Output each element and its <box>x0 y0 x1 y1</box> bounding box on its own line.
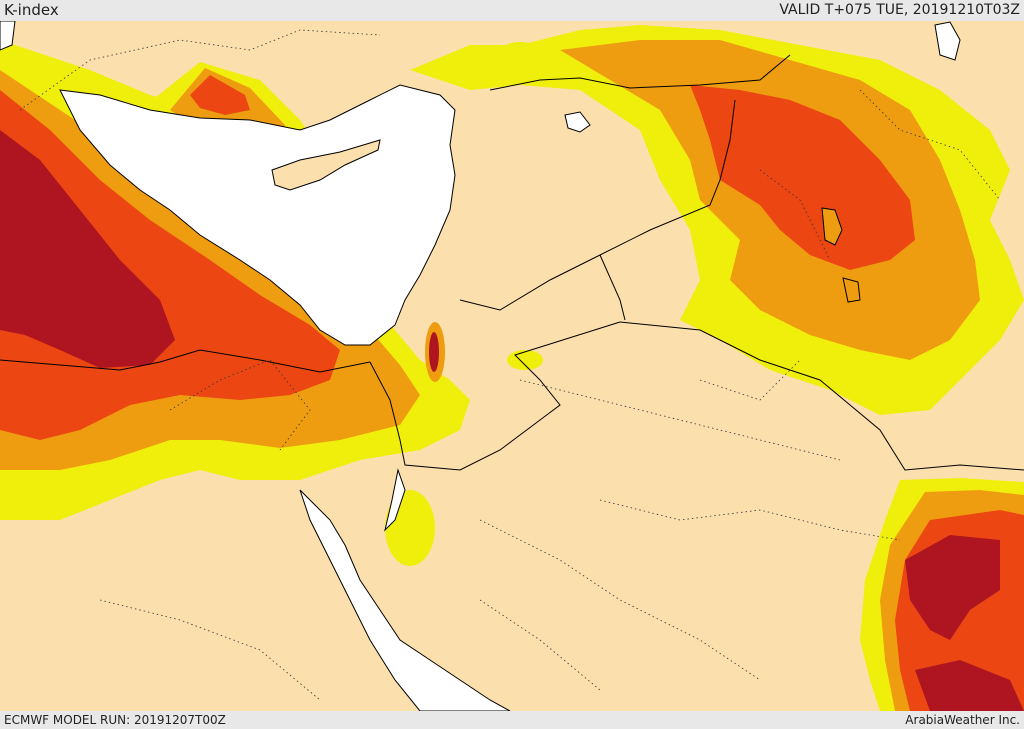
borders <box>0 54 1024 471</box>
model-run-label: ECMWF MODEL RUN: 20191207T00Z <box>4 713 226 727</box>
header-bar <box>0 0 1024 21</box>
caspian-hint <box>934 21 961 61</box>
footer-bar <box>0 711 1024 729</box>
map-title: K-index <box>4 1 59 19</box>
se-darkred-band <box>905 535 1000 640</box>
southeast-k-index-field <box>860 478 1024 711</box>
cyprus <box>271 139 381 191</box>
lake-van <box>564 111 591 133</box>
west-darkred-band <box>0 130 175 368</box>
east-red-band <box>690 85 915 270</box>
k-index-map <box>0 21 1024 711</box>
province-lines <box>19 29 1001 701</box>
credit-label: ArabiaWeather Inc. <box>905 713 1020 727</box>
east-k-index-field <box>410 25 1024 415</box>
red-sea <box>299 489 511 711</box>
valid-time-label: VALID T+075 TUE, 20191210T03Z <box>779 2 1020 18</box>
black-sea-hint <box>0 21 16 51</box>
gulf-of-aqaba <box>384 468 406 532</box>
